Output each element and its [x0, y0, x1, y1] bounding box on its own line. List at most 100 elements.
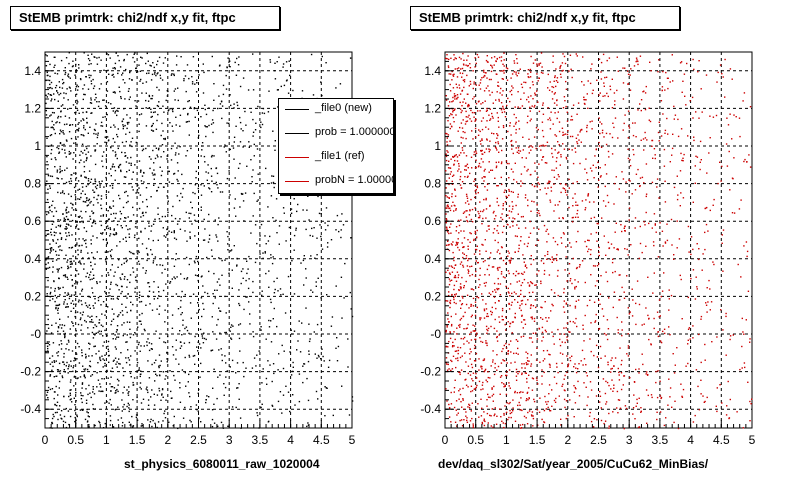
scatter-point: [78, 64, 80, 66]
scatter-point: [551, 86, 553, 88]
scatter-point: [158, 56, 161, 59]
scatter-point: [522, 149, 524, 151]
scatter-point: [549, 81, 551, 83]
scatter-point: [218, 349, 220, 351]
scatter-point: [621, 329, 623, 331]
scatter-point: [121, 310, 124, 312]
scatter-point: [56, 304, 59, 307]
scatter-point: [472, 87, 474, 90]
scatter-point: [269, 59, 271, 61]
scatter-point: [86, 205, 88, 207]
scatter-point: [554, 75, 556, 77]
scatter-point: [590, 217, 592, 220]
scatter-point: [482, 117, 484, 119]
scatter-point: [698, 248, 700, 250]
scatter-point: [460, 369, 463, 371]
scatter-point: [274, 62, 276, 64]
scatter-point: [282, 63, 285, 65]
scatter-point: [168, 109, 170, 111]
scatter-point: [90, 102, 93, 104]
scatter-point: [59, 142, 62, 145]
scatter-point: [93, 191, 96, 193]
scatter-point: [173, 73, 175, 75]
scatter-point: [267, 206, 269, 208]
scatter-point: [151, 115, 153, 118]
scatter-point: [311, 227, 313, 230]
scatter-point: [47, 74, 49, 77]
scatter-point: [463, 59, 465, 61]
scatter-point: [496, 369, 498, 371]
scatter-point: [564, 100, 566, 102]
scatter-point: [676, 175, 678, 177]
scatter-point: [121, 303, 123, 305]
scatter-point: [50, 228, 52, 230]
scatter-point: [541, 369, 543, 371]
scatter-point: [69, 153, 71, 155]
scatter-point: [468, 203, 470, 205]
scatter-point: [58, 151, 61, 153]
scatter-point: [504, 422, 507, 425]
scatter-point: [468, 114, 470, 117]
scatter-point: [489, 256, 491, 259]
scatter-point: [224, 144, 226, 146]
scatter-point: [308, 219, 310, 221]
scatter-point: [116, 136, 119, 138]
scatter-point: [485, 217, 487, 219]
scatter-point: [278, 243, 280, 245]
scatter-point: [74, 409, 76, 412]
scatter-point: [513, 60, 515, 62]
scatter-point: [145, 304, 147, 306]
scatter-point: [46, 161, 48, 163]
scatter-point: [72, 209, 75, 211]
scatter-point: [189, 231, 191, 233]
scatter-point: [448, 278, 451, 280]
scatter-point: [107, 350, 110, 352]
scatter-point: [448, 249, 451, 252]
scatter-point: [520, 397, 522, 399]
scatter-point: [177, 308, 180, 310]
scatter-point: [479, 82, 482, 84]
scatter-point: [98, 390, 100, 392]
scatter-point: [113, 313, 115, 315]
scatter-point: [101, 160, 103, 162]
scatter-point: [325, 62, 327, 64]
scatter-point: [185, 155, 187, 157]
scatter-point: [453, 256, 455, 259]
scatter-point: [520, 336, 522, 338]
scatter-point: [161, 170, 163, 172]
scatter-point: [458, 390, 460, 392]
scatter-point: [69, 392, 71, 394]
scatter-point: [596, 419, 598, 421]
scatter-point: [493, 414, 495, 417]
scatter-point: [582, 364, 584, 366]
scatter-point: [208, 107, 210, 109]
scatter-point: [280, 85, 282, 88]
scatter-point: [537, 176, 539, 178]
scatter-point: [699, 161, 701, 163]
scatter-point: [236, 104, 239, 107]
scatter-point: [483, 176, 485, 178]
scatter-point: [105, 194, 107, 196]
scatter-point: [505, 347, 508, 349]
scatter-point: [613, 203, 615, 205]
scatter-point: [452, 96, 454, 99]
scatter-point: [522, 136, 524, 138]
scatter-point: [530, 414, 533, 416]
scatter-point: [47, 256, 50, 258]
scatter-point: [59, 405, 61, 407]
scatter-point: [655, 231, 657, 233]
scatter-point: [102, 366, 104, 368]
scatter-point: [631, 315, 634, 317]
scatter-point: [649, 120, 652, 123]
scatter-point: [87, 178, 90, 180]
scatter-point: [92, 183, 94, 185]
scatter-point: [483, 370, 485, 373]
scatter-point: [69, 389, 71, 391]
scatter-point: [544, 255, 546, 257]
legend-line-file0: [285, 109, 309, 110]
scatter-point: [456, 425, 458, 427]
scatter-point: [604, 164, 606, 166]
scatter-point: [463, 79, 466, 81]
scatter-point: [55, 307, 57, 310]
scatter-point: [145, 107, 147, 109]
